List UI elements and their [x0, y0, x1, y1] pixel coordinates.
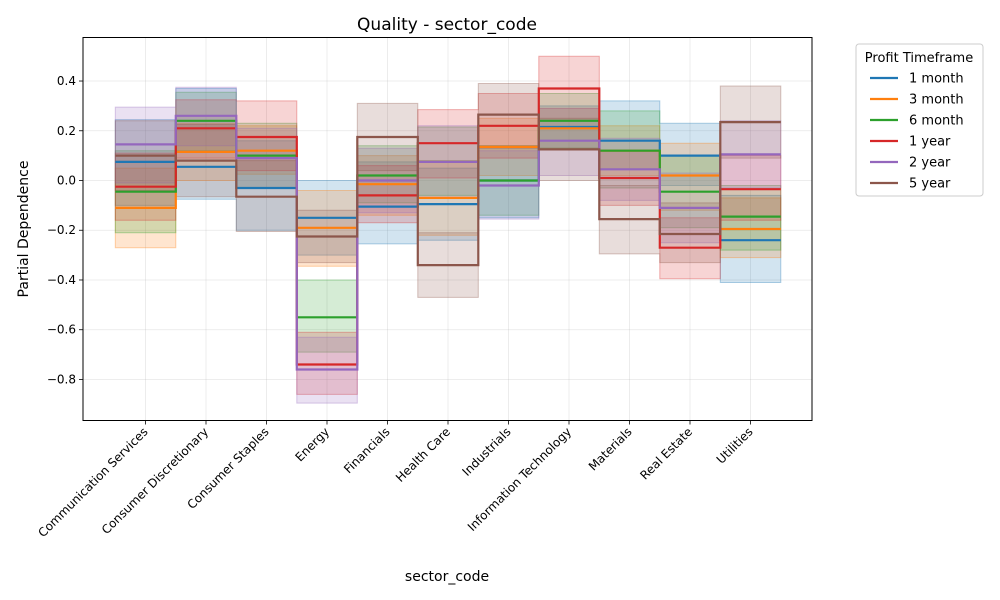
- line-2-year: [115, 114, 781, 371]
- chart-title: Quality - sector_code: [357, 15, 537, 35]
- y-axis: −0.8 −0.6 −0.4 −0.2 0.0 0.2 0.4: [47, 74, 83, 386]
- legend-label: 1 month: [909, 72, 964, 87]
- line-5-year: [115, 113, 781, 267]
- legend-item-5-year: 5 year: [870, 177, 951, 192]
- legend-label: 3 month: [909, 93, 964, 108]
- x-tick-label: Utilities: [714, 425, 756, 467]
- legend-label: 6 month: [909, 114, 964, 129]
- legend-label: 5 year: [909, 177, 951, 192]
- y-tick-label: −0.4: [47, 273, 76, 287]
- y-tick-label: −0.8: [47, 372, 76, 386]
- x-axis-label: sector_code: [405, 569, 489, 585]
- x-tick-label: Information Technology: [465, 425, 574, 534]
- plot-frame: [82, 37, 813, 421]
- legend-item-3-month: 3 month: [870, 93, 964, 108]
- legend-title: Profit Timeframe: [865, 51, 973, 66]
- legend-frame: [855, 43, 984, 197]
- x-tick-label: Industrials: [460, 425, 514, 479]
- y-tick-label: −0.6: [47, 323, 76, 337]
- legend-item-1-year: 1 year: [870, 135, 951, 150]
- x-tick-label: Financials: [341, 425, 392, 476]
- legend-items: 1 month 3 month 6 month 1 year 2 year 5 year: [870, 72, 964, 192]
- legend-label: 1 year: [909, 135, 951, 150]
- legend-item-1-month: 1 month: [870, 72, 964, 87]
- y-axis-label: Partial Dependence: [16, 161, 32, 298]
- y-tick-label: −0.2: [47, 223, 76, 237]
- x-tick-label: Materials: [586, 425, 635, 474]
- legend-item-2-year: 2 year: [870, 156, 951, 171]
- y-tick-label: 0.0: [57, 174, 76, 188]
- y-tick-label: 0.4: [57, 74, 76, 88]
- x-tick-label: Consumer Discretionary: [99, 425, 211, 537]
- x-tick-label: Real Estate: [637, 425, 695, 483]
- series-lines: [115, 87, 781, 371]
- x-tick-label: Health Care: [393, 425, 453, 485]
- x-tick-label: Energy: [293, 425, 333, 465]
- legend-item-6-month: 6 month: [870, 114, 964, 129]
- legend-label: 2 year: [909, 156, 951, 171]
- x-tick-label: Communication Services: [35, 425, 150, 540]
- y-tick-label: 0.2: [57, 124, 76, 138]
